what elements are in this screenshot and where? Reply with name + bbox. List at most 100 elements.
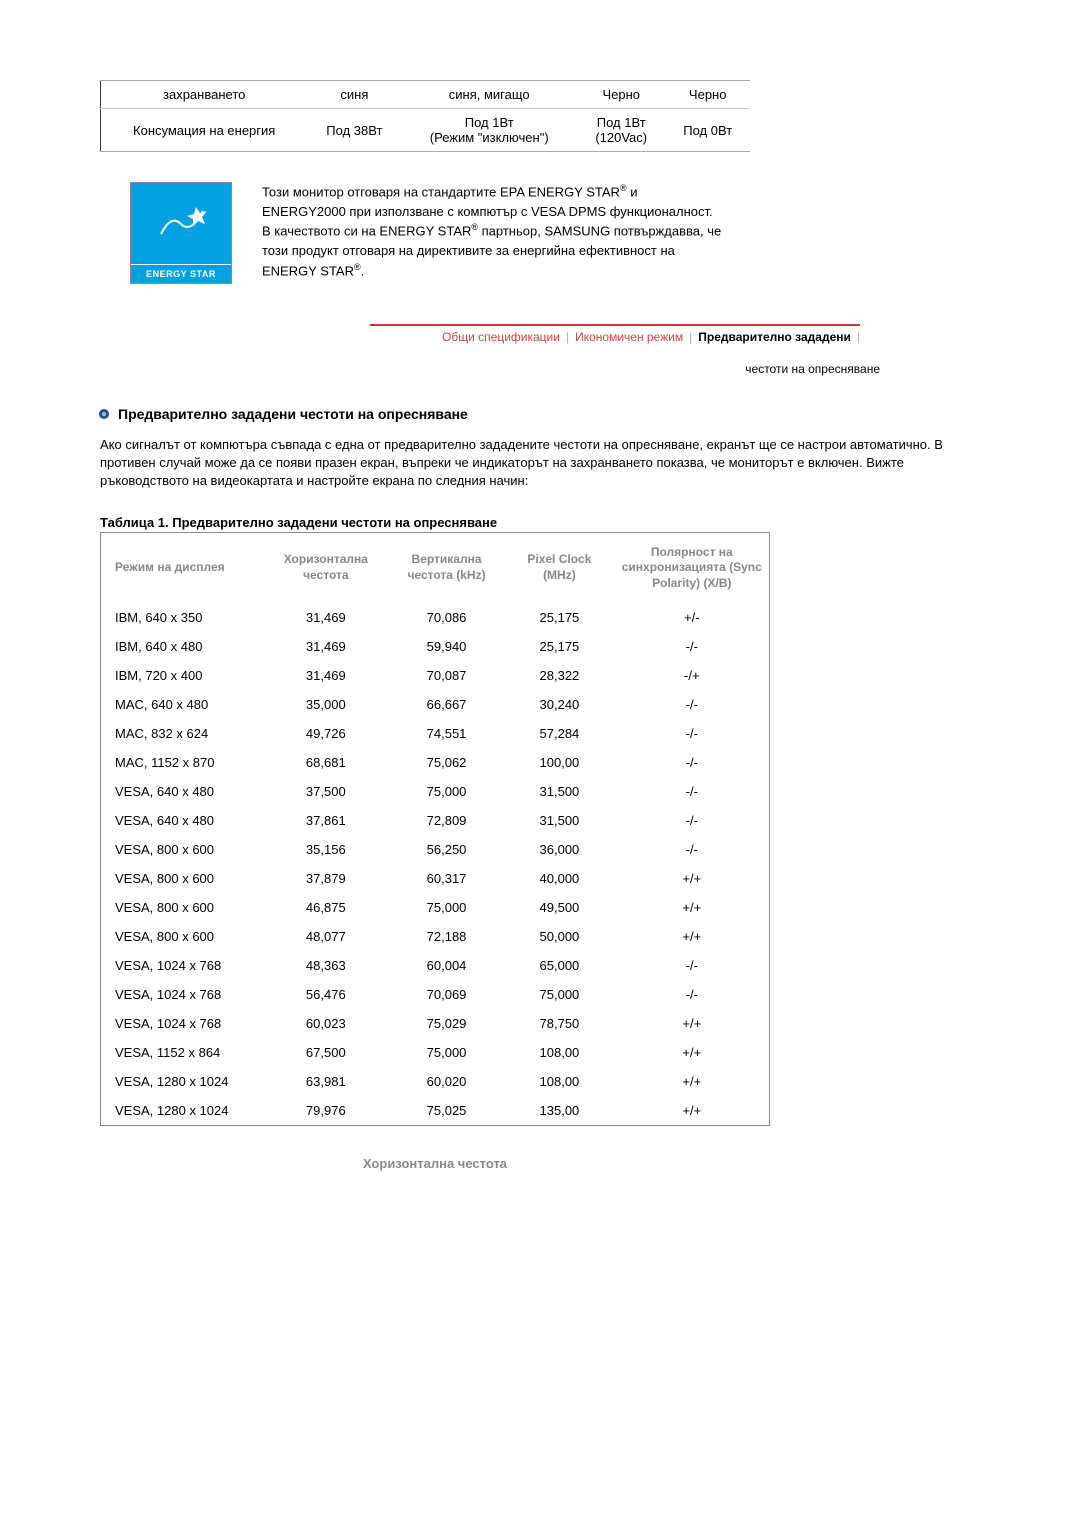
cell: 49,500	[504, 893, 614, 922]
cell: MAC, 640 x 480	[101, 690, 263, 719]
cell: 72,809	[389, 806, 504, 835]
cell: 65,000	[504, 951, 614, 980]
text: Този монитор отговаря на стандартите EPA…	[262, 184, 620, 199]
cell: 72,188	[389, 922, 504, 951]
section-title: Предварително зададени честоти на опресн…	[118, 406, 468, 422]
cell: +/+	[615, 922, 770, 951]
power-table-row1: захранването синя синя, мигащо Черно Чер…	[101, 81, 751, 109]
cell: +/-	[615, 603, 770, 632]
cell: +/+	[615, 893, 770, 922]
cell: 56,476	[263, 980, 389, 1009]
cell: 108,00	[504, 1067, 614, 1096]
cell: 28,322	[504, 661, 614, 690]
cell: 60,020	[389, 1067, 504, 1096]
energy-star-logo: ENERGY STAR	[130, 182, 232, 284]
cell: 35,000	[263, 690, 389, 719]
cell: Под 1Вт (Режим "изключен")	[401, 109, 577, 152]
tab-general[interactable]: Общи спецификации	[436, 330, 566, 344]
text: В качеството си на ENERGY STAR	[262, 224, 471, 239]
table-row: MAC, 1152 x 87068,68175,062100,00-/-	[101, 748, 770, 777]
cell: 37,500	[263, 777, 389, 806]
cell: 75,000	[389, 893, 504, 922]
cell: Под 1Вт (120Vac)	[577, 109, 665, 152]
cell: VESA, 800 x 600	[101, 835, 263, 864]
cell: +/+	[615, 1038, 770, 1067]
cell: 60,317	[389, 864, 504, 893]
cell: 78,750	[504, 1009, 614, 1038]
tab-preset-timing[interactable]: Предварително зададени	[692, 330, 857, 344]
cell: 25,175	[504, 632, 614, 661]
col-header: Хоризонтална честота	[263, 532, 389, 603]
table-row: IBM, 640 x 48031,46959,94025,175-/-	[101, 632, 770, 661]
cell: 48,077	[263, 922, 389, 951]
cell: синя	[307, 81, 401, 109]
cell: 60,004	[389, 951, 504, 980]
cell: синя, мигащо	[401, 81, 577, 109]
cell: 31,469	[263, 661, 389, 690]
cell: VESA, 1024 x 768	[101, 1009, 263, 1038]
table-row: VESA, 1024 x 76848,36360,00465,000-/-	[101, 951, 770, 980]
table-row: VESA, 800 x 60048,07772,18850,000+/+	[101, 922, 770, 951]
cell: -/-	[615, 632, 770, 661]
cell: 70,086	[389, 603, 504, 632]
col-header: Pixel Clock (MHz)	[504, 532, 614, 603]
table-row: VESA, 800 x 60037,87960,31740,000+/+	[101, 864, 770, 893]
energy-star-icon	[131, 183, 231, 264]
tabs-bar: Общи спецификации | Икономичен режим | П…	[370, 324, 860, 344]
cell: IBM, 640 x 350	[101, 603, 263, 632]
energy-star-text: Този монитор отговаря на стандартите EPA…	[262, 182, 722, 280]
table-row: VESA, 640 x 48037,50075,00031,500-/-	[101, 777, 770, 806]
cell: -/-	[615, 806, 770, 835]
cell: Под 0Вт	[665, 109, 750, 152]
cell: Черно	[665, 81, 750, 109]
cell: -/-	[615, 835, 770, 864]
cell: 25,175	[504, 603, 614, 632]
cell: 36,000	[504, 835, 614, 864]
cell: 108,00	[504, 1038, 614, 1067]
cell: VESA, 800 x 600	[101, 864, 263, 893]
table-row: IBM, 640 x 35031,46970,08625,175+/-	[101, 603, 770, 632]
cell: 75,029	[389, 1009, 504, 1038]
cell: 57,284	[504, 719, 614, 748]
power-table-row2: Консумация на енергия Под 38Вт Под 1Вт (…	[101, 109, 751, 152]
cell: -/-	[615, 748, 770, 777]
cell: 75,000	[504, 980, 614, 1009]
cell: 31,500	[504, 806, 614, 835]
cell: VESA, 800 x 600	[101, 922, 263, 951]
energy-star-block: ENERGY STAR Този монитор отговаря на ста…	[130, 182, 980, 284]
cell: VESA, 1024 x 768	[101, 980, 263, 1009]
cell: 46,875	[263, 893, 389, 922]
tab-eco[interactable]: Икономичен режим	[569, 330, 689, 344]
table-row: MAC, 640 x 48035,00066,66730,240-/-	[101, 690, 770, 719]
cell: VESA, 1152 x 864	[101, 1038, 263, 1067]
cell: +/+	[615, 1096, 770, 1126]
cell: 74,551	[389, 719, 504, 748]
cell: 75,062	[389, 748, 504, 777]
cell: 56,250	[389, 835, 504, 864]
cell: захранването	[101, 81, 308, 109]
cell: 49,726	[263, 719, 389, 748]
section-heading: Предварително зададени честоти на опресн…	[100, 406, 980, 422]
cell: 31,469	[263, 603, 389, 632]
cell: MAC, 1152 x 870	[101, 748, 263, 777]
cell: VESA, 640 x 480	[101, 777, 263, 806]
reg-icon: ®	[354, 262, 361, 272]
energy-star-label: ENERGY STAR	[131, 264, 231, 283]
cell: 60,023	[263, 1009, 389, 1038]
table-row: VESA, 800 x 60046,87575,00049,500+/+	[101, 893, 770, 922]
document-page: захранването синя синя, мигащо Черно Чер…	[0, 0, 1080, 1251]
cell: 70,087	[389, 661, 504, 690]
cell: 67,500	[263, 1038, 389, 1067]
table-row: VESA, 1024 x 76860,02375,02978,750+/+	[101, 1009, 770, 1038]
cell: Черно	[577, 81, 665, 109]
cell: 75,000	[389, 777, 504, 806]
cell: 66,667	[389, 690, 504, 719]
cell: +/+	[615, 1067, 770, 1096]
table-row: VESA, 1280 x 102479,97675,025135,00+/+	[101, 1096, 770, 1126]
cell: 30,240	[504, 690, 614, 719]
bullet-icon	[98, 408, 110, 420]
cell: VESA, 1024 x 768	[101, 951, 263, 980]
cell: 48,363	[263, 951, 389, 980]
cell: Под 38Вт	[307, 109, 401, 152]
table-row: VESA, 640 x 48037,86172,80931,500-/-	[101, 806, 770, 835]
